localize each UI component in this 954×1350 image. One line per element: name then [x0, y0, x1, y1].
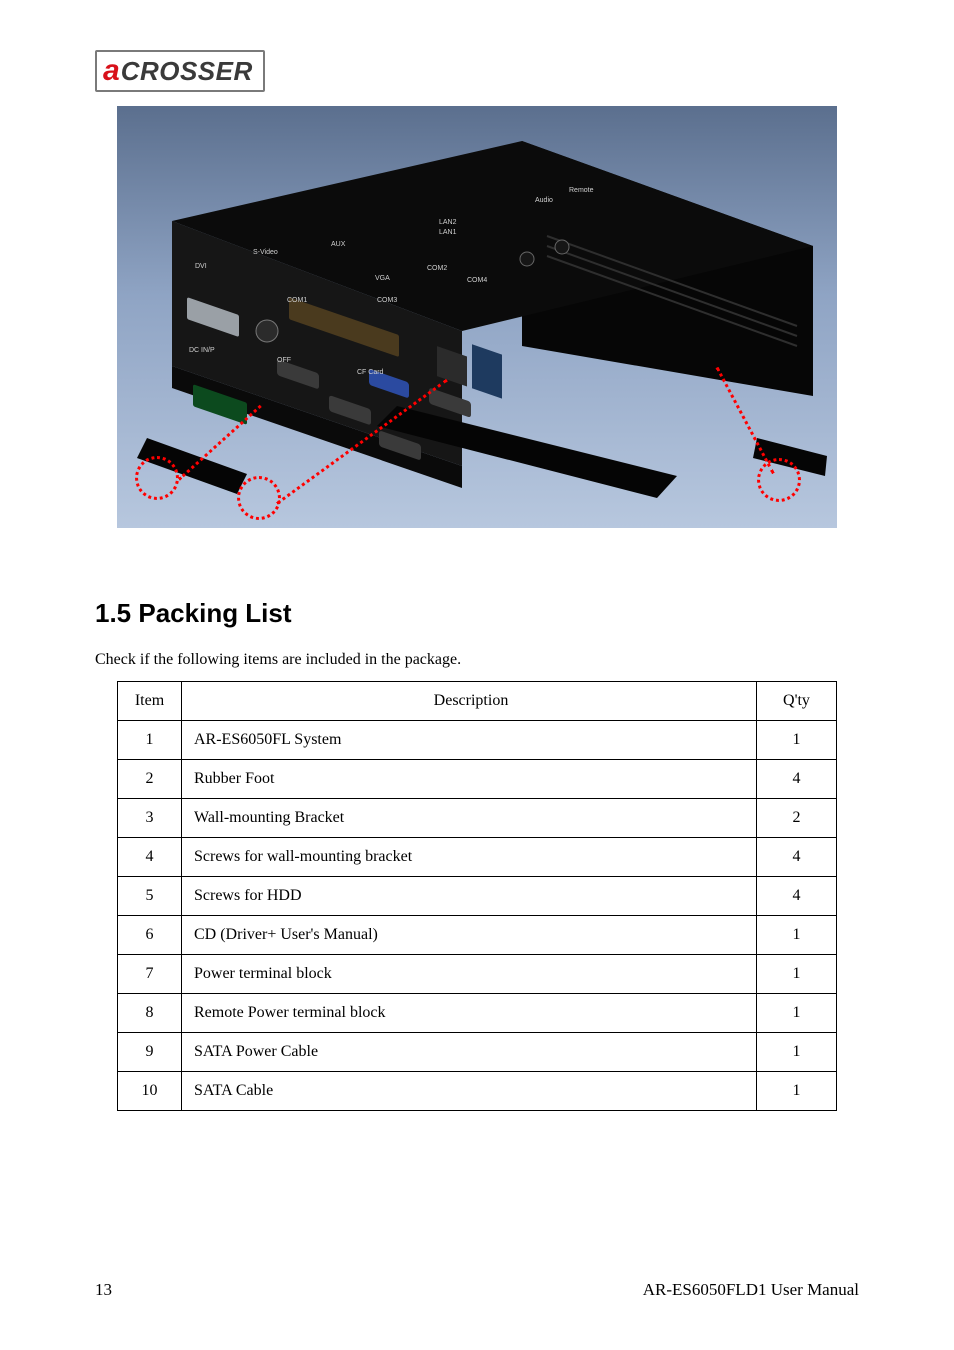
cell-desc: Screws for HDD: [182, 877, 757, 916]
device-render: DVI S-Video AUX COM1 COM3 COM2 COM4 VGA …: [117, 106, 837, 528]
cell-qty: 1: [757, 916, 837, 955]
cell-desc: Wall-mounting Bracket: [182, 799, 757, 838]
table-row: 7Power terminal block1: [118, 955, 837, 994]
brand-logo: a CROSSER: [95, 50, 859, 92]
svg-text:S-Video: S-Video: [253, 249, 278, 256]
section-title: 1.5 Packing List: [95, 598, 859, 629]
cell-qty: 1: [757, 1072, 837, 1111]
svg-text:Audio: Audio: [535, 197, 553, 204]
svg-text:COM4: COM4: [467, 277, 487, 284]
svg-text:COM1: COM1: [287, 297, 307, 304]
cell-desc: Remote Power terminal block: [182, 994, 757, 1033]
table-row: 9SATA Power Cable1: [118, 1033, 837, 1072]
cell-qty: 2: [757, 799, 837, 838]
cell-item: 5: [118, 877, 182, 916]
svg-text:OFF: OFF: [277, 357, 291, 364]
doc-title: AR-ES6050FLD1 User Manual: [643, 1280, 859, 1300]
cell-qty: 1: [757, 955, 837, 994]
cell-qty: 4: [757, 838, 837, 877]
table-row: 5Screws for HDD4: [118, 877, 837, 916]
svg-text:DC IN/P: DC IN/P: [189, 347, 215, 354]
col-item: Item: [118, 682, 182, 721]
cell-desc: Screws for wall-mounting bracket: [182, 838, 757, 877]
svg-text:LAN2: LAN2: [439, 219, 457, 226]
table-row: 2Rubber Foot4: [118, 760, 837, 799]
col-desc: Description: [182, 682, 757, 721]
page-number: 13: [95, 1280, 112, 1300]
cell-item: 9: [118, 1033, 182, 1072]
cell-item: 8: [118, 994, 182, 1033]
cell-item: 10: [118, 1072, 182, 1111]
mount-hole-callout-1: [135, 456, 179, 500]
table-row: 6CD (Driver+ User's Manual)1: [118, 916, 837, 955]
cell-item: 7: [118, 955, 182, 994]
mount-hole-callout-2: [237, 476, 281, 520]
svg-text:VGA: VGA: [375, 275, 390, 282]
cell-item: 4: [118, 838, 182, 877]
table-row: 10SATA Cable1: [118, 1072, 837, 1111]
cell-desc: SATA Power Cable: [182, 1033, 757, 1072]
cell-item: 6: [118, 916, 182, 955]
svg-text:COM3: COM3: [377, 297, 397, 304]
svg-text:COM2: COM2: [427, 265, 447, 272]
cell-qty: 4: [757, 877, 837, 916]
table-header-row: Item Description Q'ty: [118, 682, 837, 721]
col-qty: Q'ty: [757, 682, 837, 721]
cell-qty: 1: [757, 721, 837, 760]
cell-qty: 1: [757, 994, 837, 1033]
table-row: 3Wall-mounting Bracket2: [118, 799, 837, 838]
cell-item: 1: [118, 721, 182, 760]
mount-hole-callout-3: [757, 458, 801, 502]
logo-text: CROSSER: [121, 56, 253, 87]
svg-text:Remote: Remote: [569, 187, 594, 194]
cell-desc: AR-ES6050FL System: [182, 721, 757, 760]
cell-desc: CD (Driver+ User's Manual): [182, 916, 757, 955]
cell-item: 3: [118, 799, 182, 838]
logo-prefix: a: [103, 54, 120, 88]
svg-text:AUX: AUX: [331, 241, 346, 248]
cell-desc: SATA Cable: [182, 1072, 757, 1111]
packing-table: Item Description Q'ty 1AR-ES6050FL Syste…: [117, 681, 837, 1111]
svg-text:CF Card: CF Card: [357, 369, 384, 376]
cell-item: 2: [118, 760, 182, 799]
table-row: 8Remote Power terminal block1: [118, 994, 837, 1033]
cell-desc: Rubber Foot: [182, 760, 757, 799]
cell-qty: 1: [757, 1033, 837, 1072]
table-row: 4Screws for wall-mounting bracket4: [118, 838, 837, 877]
page-footer: 13 AR-ES6050FLD1 User Manual: [95, 1280, 859, 1300]
product-figure: DVI S-Video AUX COM1 COM3 COM2 COM4 VGA …: [117, 106, 837, 528]
section-lead: Check if the following items are include…: [95, 651, 859, 669]
cell-desc: Power terminal block: [182, 955, 757, 994]
svg-text:DVI: DVI: [195, 263, 207, 270]
table-row: 1AR-ES6050FL System1: [118, 721, 837, 760]
svg-text:LAN1: LAN1: [439, 229, 457, 236]
cell-qty: 4: [757, 760, 837, 799]
